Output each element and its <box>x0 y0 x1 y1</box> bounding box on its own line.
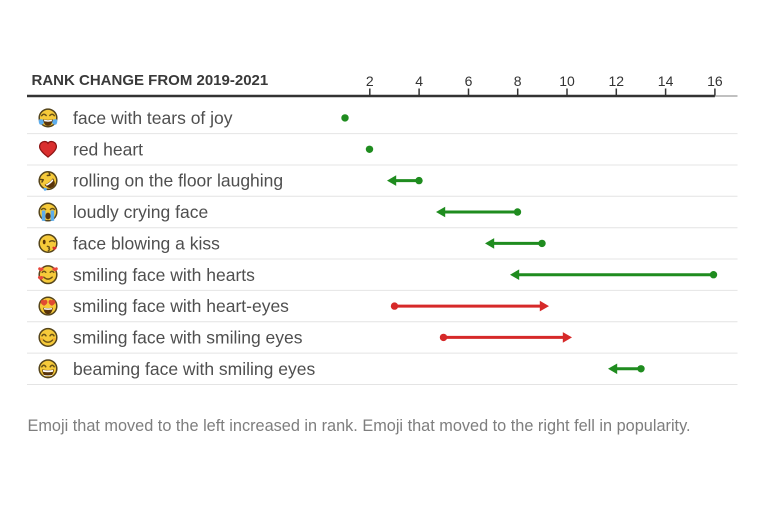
svg-text:8: 8 <box>514 73 522 89</box>
svg-text:16: 16 <box>707 73 723 89</box>
svg-text:red heart: red heart <box>73 139 143 159</box>
svg-text:12: 12 <box>609 73 625 89</box>
svg-text:smiling face with hearts: smiling face with hearts <box>73 265 255 285</box>
svg-text:face with tears of joy: face with tears of joy <box>73 108 233 128</box>
svg-text:10: 10 <box>559 73 575 89</box>
svg-text:rolling on the floor laughing: rolling on the floor laughing <box>73 171 283 191</box>
svg-text:beaming face with smiling eyes: beaming face with smiling eyes <box>73 359 315 379</box>
svg-text:smiling face with smiling eyes: smiling face with smiling eyes <box>73 328 303 348</box>
svg-text:4: 4 <box>415 73 423 89</box>
svg-text:RANK CHANGE FROM 2019-2021: RANK CHANGE FROM 2019-2021 <box>32 72 269 89</box>
svg-text:2: 2 <box>366 73 374 89</box>
svg-text:14: 14 <box>658 73 674 89</box>
svg-text:face blowing a kiss: face blowing a kiss <box>73 233 220 253</box>
svg-text:loudly crying face: loudly crying face <box>73 202 208 222</box>
svg-text:6: 6 <box>465 73 473 89</box>
svg-text:smiling face with heart-eyes: smiling face with heart-eyes <box>73 296 289 316</box>
svg-text:Emoji that moved to the left i: Emoji that moved to the left increased i… <box>28 417 691 435</box>
